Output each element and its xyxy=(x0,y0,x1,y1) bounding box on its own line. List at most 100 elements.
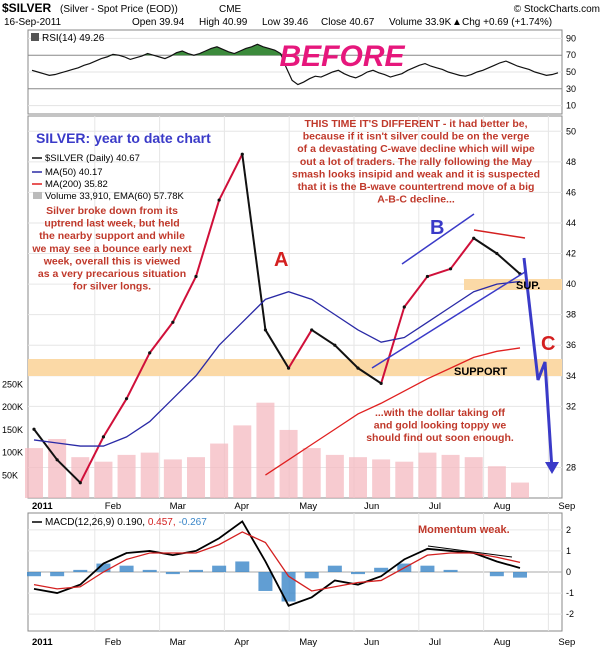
volume-bar xyxy=(302,448,321,498)
header-date: 16-Sep-2011 xyxy=(4,17,62,28)
price-tick-38: 38 xyxy=(566,310,576,320)
ma200-line xyxy=(265,347,521,476)
month-label-may: May xyxy=(299,501,317,512)
legend-price: $SILVER (Daily) 40.67 xyxy=(45,153,140,164)
macd-tick-3: -1 xyxy=(566,588,574,598)
price-tick-34: 34 xyxy=(566,371,576,381)
volume-bar xyxy=(140,452,159,498)
macd-ticks: 2 1 0 -1 -2 xyxy=(566,525,574,619)
price-segment xyxy=(403,275,429,308)
price-segment xyxy=(449,237,475,270)
price-segment xyxy=(427,267,451,278)
resistance-line xyxy=(473,229,526,239)
macd-hist-bar xyxy=(327,565,342,572)
macd-hist-bar xyxy=(258,572,273,591)
macd-label: MACD(12,26,9) 0.190, 0.457, -0.267 xyxy=(45,517,207,528)
c-wave-arrow xyxy=(522,257,554,471)
month-label-2011: 2011 xyxy=(32,501,53,512)
rsi-series xyxy=(31,43,559,86)
macd-hist-bar xyxy=(443,569,458,572)
volume-bar xyxy=(163,459,182,498)
macd-hist-bar xyxy=(212,565,227,572)
price-point xyxy=(402,305,406,309)
wave-b-label: B xyxy=(430,217,444,239)
header-volume: Volume 33.9K xyxy=(389,17,452,28)
price-tick-36: 36 xyxy=(566,340,576,350)
macd-hist-bar xyxy=(235,561,250,572)
volume-tick-1: 200K xyxy=(2,402,23,412)
sup-band xyxy=(464,279,562,290)
price-segment xyxy=(148,321,174,354)
rsi-tick-2: 50 xyxy=(566,67,576,77)
momentum-label: Momentum weak. xyxy=(418,524,510,536)
price-segment xyxy=(264,329,290,369)
macd-hist-value: -0.267 xyxy=(178,517,207,528)
price-tick-44: 44 xyxy=(566,218,576,228)
month-label-mar: Mar xyxy=(170,501,186,512)
macd-tick-4: -2 xyxy=(566,609,574,619)
price-tick-46: 46 xyxy=(566,187,576,197)
price-segment xyxy=(171,275,197,323)
header-high: High 40.99 xyxy=(199,17,248,28)
price-point xyxy=(124,397,129,401)
legend-volume: Volume 33,910, EMA(60) 57.78K xyxy=(45,191,185,202)
macd-month-label-2011: 2011 xyxy=(32,637,53,648)
month-label-aug: Aug xyxy=(494,501,511,512)
macd-grid xyxy=(28,513,562,631)
macd-month-label-mar: Mar xyxy=(170,637,186,648)
price-segment xyxy=(195,199,221,277)
price-point xyxy=(101,435,106,439)
macd-line xyxy=(33,520,521,607)
month-axis-macd: 2011 Feb Mar Apr May Jun Jul Aug Sep xyxy=(32,637,575,648)
price-tick-28: 28 xyxy=(566,462,576,472)
header-exchange: CME xyxy=(219,4,242,15)
header-source: © StockCharts.com xyxy=(514,4,600,15)
signal-line xyxy=(33,531,521,592)
ma50-line xyxy=(33,280,521,447)
volume-bar xyxy=(233,425,252,498)
macd-hist-bar xyxy=(189,569,203,572)
dollar-note-annotation: ...with the dollar taking off and gold lo… xyxy=(366,407,514,444)
c-wave-arrowhead xyxy=(545,462,559,474)
volume-bar xyxy=(48,439,67,498)
macd-month-label-aug: Aug xyxy=(494,637,511,648)
rsi-tick-4: 10 xyxy=(566,101,576,111)
left-note-annotation: Silver broke down from its uptrend last w… xyxy=(31,205,192,293)
volume-y-ticks: 250K 200K 150K 100K 50K xyxy=(2,380,23,481)
volume-bar xyxy=(325,454,344,498)
price-segment xyxy=(125,352,151,400)
macd-value: 0.190, xyxy=(117,517,145,528)
price-segment xyxy=(473,237,498,255)
macd-hist-bar xyxy=(165,572,180,575)
header-change-arrow: ▲ xyxy=(452,17,462,28)
price-point xyxy=(194,274,198,279)
macd-hist-bar xyxy=(119,565,134,572)
price-segment xyxy=(496,252,521,275)
price-point xyxy=(379,381,383,385)
macd-hist-bar xyxy=(27,572,41,577)
macd-month-label-feb: Feb xyxy=(105,637,121,648)
macd-tick-0: 2 xyxy=(566,525,571,535)
macd-hist-bar xyxy=(50,572,65,577)
price-segment xyxy=(79,436,105,484)
volume-bar xyxy=(395,461,414,498)
price-tick-48: 48 xyxy=(566,157,576,167)
header-open: Open 39.94 xyxy=(132,17,185,28)
volume-bar xyxy=(511,482,529,498)
rsi-line xyxy=(31,43,559,86)
macd-month-label-jun: Jun xyxy=(364,637,379,648)
macd-signal-value: 0.457, xyxy=(148,517,176,528)
macd-series xyxy=(33,520,521,607)
price-segment xyxy=(287,329,313,369)
macd-label-prefix: MACD(12,26,9) xyxy=(45,517,114,528)
macd-histogram xyxy=(27,561,527,602)
price-tick-40: 40 xyxy=(566,279,576,289)
price-point xyxy=(495,251,499,256)
price-series xyxy=(32,152,522,485)
volume-bar xyxy=(487,466,506,498)
wave-a-label: A xyxy=(274,249,288,271)
price-segment xyxy=(241,154,267,331)
sup-label: SUP. xyxy=(516,280,540,292)
chart-title-annotation: SILVER: year to date chart xyxy=(36,130,211,146)
macd-month-label-sep: Sep xyxy=(558,637,575,648)
